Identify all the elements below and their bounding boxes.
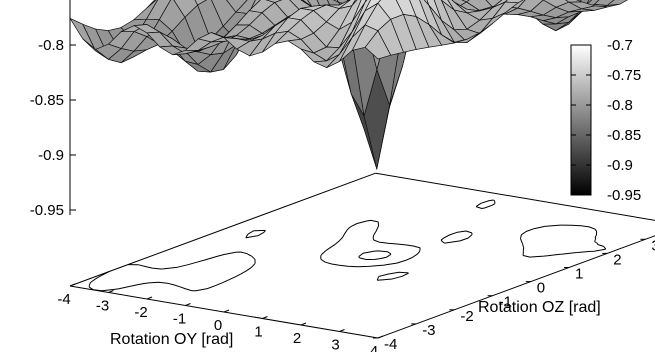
contour-lines: [89, 200, 606, 291]
y-tick-label: -4: [384, 336, 397, 352]
colorbar-tick-label: -0.95: [607, 187, 641, 204]
x-tick-label: -4: [57, 291, 70, 308]
x-tick-label: 2: [293, 330, 301, 347]
contour-line: [359, 251, 391, 260]
x-tick-label: -2: [134, 304, 147, 321]
colorbar: [571, 45, 591, 195]
y-tick-label: 2: [613, 251, 621, 268]
colorbar-tick-label: -0.85: [607, 127, 641, 144]
colorbar-gradient: [571, 45, 591, 195]
x-tick-mark: [224, 310, 229, 312]
x-tick-label: 1: [254, 324, 262, 341]
y-tick-label: -2: [460, 308, 473, 325]
x-axis-label: Rotation OY [rad]: [110, 331, 233, 348]
z-tick-label: -0.85: [30, 92, 64, 109]
colorbar-tick-label: -0.8: [607, 97, 633, 114]
x-tick-mark: [340, 330, 345, 332]
x-tick-mark: [70, 284, 75, 286]
x-tick-mark: [147, 297, 152, 299]
surface-mesh: [70, 0, 655, 169]
x-tick-mark: [186, 304, 191, 306]
contour-line: [89, 200, 606, 291]
y-tick-label: 0: [537, 280, 545, 297]
x-tick-mark: [301, 323, 306, 325]
x-tick-label: -1: [173, 311, 186, 328]
y-tick-label: 1: [575, 266, 583, 283]
z-axis-ticks: -0.7-0.75-0.8-0.85-0.9-0.95: [30, 0, 76, 219]
x-tick-label: -3: [96, 298, 109, 315]
y-axis-label: Rotation OZ [rad]: [478, 299, 601, 316]
x-tick-label: 3: [331, 337, 339, 352]
floor-right-edge: [378, 225, 655, 338]
y-tick-label: -3: [422, 322, 435, 339]
z-tick-label: -0.95: [30, 202, 64, 219]
z-tick-label: -0.8: [38, 37, 64, 54]
colorbar-tick-label: -0.9: [607, 157, 633, 174]
colorbar-tick-label: -0.75: [607, 67, 641, 84]
x-tick-mark: [109, 291, 114, 293]
y-tick-label: 3: [651, 237, 655, 254]
floor-left-edge: [70, 173, 376, 286]
x-tick-mark: [378, 336, 383, 338]
z-tick-label: -0.9: [38, 147, 64, 164]
colorbar-tick-label: -0.7: [607, 37, 633, 54]
x-tick-label: 4: [370, 343, 378, 352]
x-tick-mark: [263, 317, 268, 319]
